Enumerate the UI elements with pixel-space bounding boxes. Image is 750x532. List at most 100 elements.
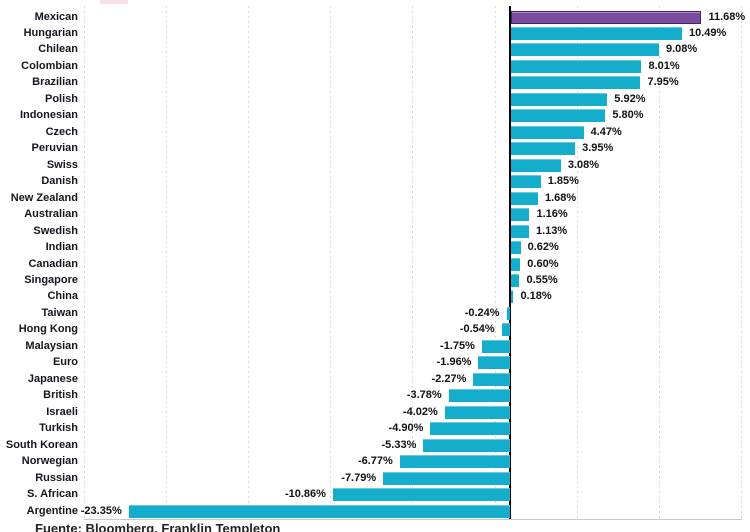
value-label: -0.24%	[464, 306, 500, 319]
gridline	[84, 6, 85, 519]
category-label: Indian	[45, 241, 78, 254]
category-label: Turkish	[39, 422, 78, 435]
gridline	[330, 6, 332, 519]
value-label: 4.47%	[590, 125, 622, 138]
value-label: 1.13%	[535, 224, 568, 237]
value-label: -0.54%	[459, 323, 495, 336]
category-label: Chilean	[38, 43, 78, 56]
bar-chilean	[510, 43, 659, 57]
gridline	[658, 6, 660, 519]
bar-indian	[510, 241, 521, 255]
bar-swedish	[510, 224, 529, 238]
bar-israeli	[444, 405, 511, 419]
category-label: Australian	[24, 208, 78, 221]
category-label: Hungarian	[23, 26, 78, 39]
value-label: 5.92%	[614, 92, 646, 105]
category-label: Peruvian	[31, 142, 78, 155]
gridline	[412, 6, 414, 519]
bar-turkish	[430, 422, 511, 436]
value-label: 0.60%	[527, 257, 559, 270]
bar-hong-kong	[501, 323, 511, 337]
category-label: Israeli	[46, 405, 78, 418]
value-label: -1.96%	[436, 356, 472, 369]
bar-malaysian	[481, 339, 511, 353]
category-label: Canadian	[28, 257, 78, 270]
category-label: Euro	[52, 356, 78, 369]
bar-russian	[383, 471, 511, 485]
bar-south-korean	[423, 438, 511, 452]
value-label: 1.16%	[536, 208, 568, 221]
category-label: Indonesian	[19, 109, 78, 122]
bar-brazilian	[510, 76, 641, 90]
source-text: Fuente: Bloomberg, Franklin Templeton	[35, 521, 281, 532]
category-label: Argentine	[26, 504, 78, 517]
category-label: Norwegian	[21, 455, 78, 468]
category-label: New Zealand	[10, 191, 78, 204]
bar-british	[448, 389, 511, 403]
bar-colombian	[510, 59, 642, 73]
category-label: Hong Kong	[18, 323, 78, 336]
category-label: Swedish	[33, 224, 78, 237]
category-label: Malaysian	[25, 339, 78, 352]
gridline	[166, 6, 168, 519]
category-label: Mexican	[34, 10, 78, 23]
value-label: -2.27%	[431, 372, 467, 385]
bar-hungarian	[510, 26, 682, 40]
x-axis-line	[84, 519, 742, 520]
zero-axis-line	[509, 6, 511, 519]
bar-swiss	[510, 158, 561, 172]
category-label: Polish	[44, 92, 78, 105]
category-label: South Korean	[5, 438, 78, 451]
category-label: Japanese	[27, 372, 78, 385]
category-label: Colombian	[21, 59, 78, 72]
bar-indonesian	[510, 109, 606, 123]
bar-polish	[510, 92, 608, 106]
category-label: Swiss	[46, 158, 78, 171]
value-label: 8.01%	[648, 59, 680, 72]
value-label: -23.35%	[80, 504, 122, 517]
bar-china	[510, 290, 514, 304]
bar-peruvian	[510, 142, 576, 156]
value-label: 9.08%	[665, 43, 698, 56]
category-label: Singapore	[24, 274, 78, 287]
value-label: 0.18%	[520, 290, 552, 303]
value-label: 1.68%	[544, 191, 577, 204]
category-label: Russian	[35, 471, 78, 484]
bar-s-african	[332, 488, 511, 502]
category-label: Danish	[41, 175, 78, 188]
value-label: -4.02%	[402, 405, 438, 418]
category-label: Brazilian	[32, 76, 78, 89]
value-label: 3.08%	[567, 158, 600, 171]
bar-euro	[478, 356, 511, 370]
gridline	[494, 6, 496, 519]
bar-mexican	[510, 10, 702, 24]
bar-danish	[510, 175, 541, 189]
bar-taiwan	[506, 306, 511, 320]
value-label: 10.49%	[689, 26, 727, 39]
bar-czech	[510, 125, 584, 139]
value-label: 3.95%	[582, 142, 614, 155]
value-label: 7.95%	[647, 76, 679, 89]
bar-norwegian	[399, 455, 511, 469]
value-label: -3.78%	[406, 389, 442, 402]
gridline	[248, 6, 250, 519]
bar-japanese	[473, 372, 511, 386]
category-label: China	[47, 290, 78, 303]
value-label: -5.33%	[381, 438, 417, 451]
value-label: 5.80%	[612, 109, 644, 122]
bar-argentine	[128, 504, 511, 518]
value-label: -4.90%	[388, 422, 424, 435]
category-label: S. African	[27, 488, 78, 501]
category-label: British	[43, 389, 78, 402]
bar-australian	[510, 208, 530, 222]
category-label: Taiwan	[41, 306, 78, 319]
gridline	[576, 6, 578, 519]
value-label: -7.79%	[341, 471, 377, 484]
value-label: 0.55%	[526, 274, 558, 287]
bar-singapore	[510, 274, 520, 288]
value-label: 1.85%	[547, 175, 579, 188]
gridline	[740, 6, 742, 519]
value-label: -6.77%	[357, 455, 393, 468]
category-label: Czech	[45, 125, 78, 138]
